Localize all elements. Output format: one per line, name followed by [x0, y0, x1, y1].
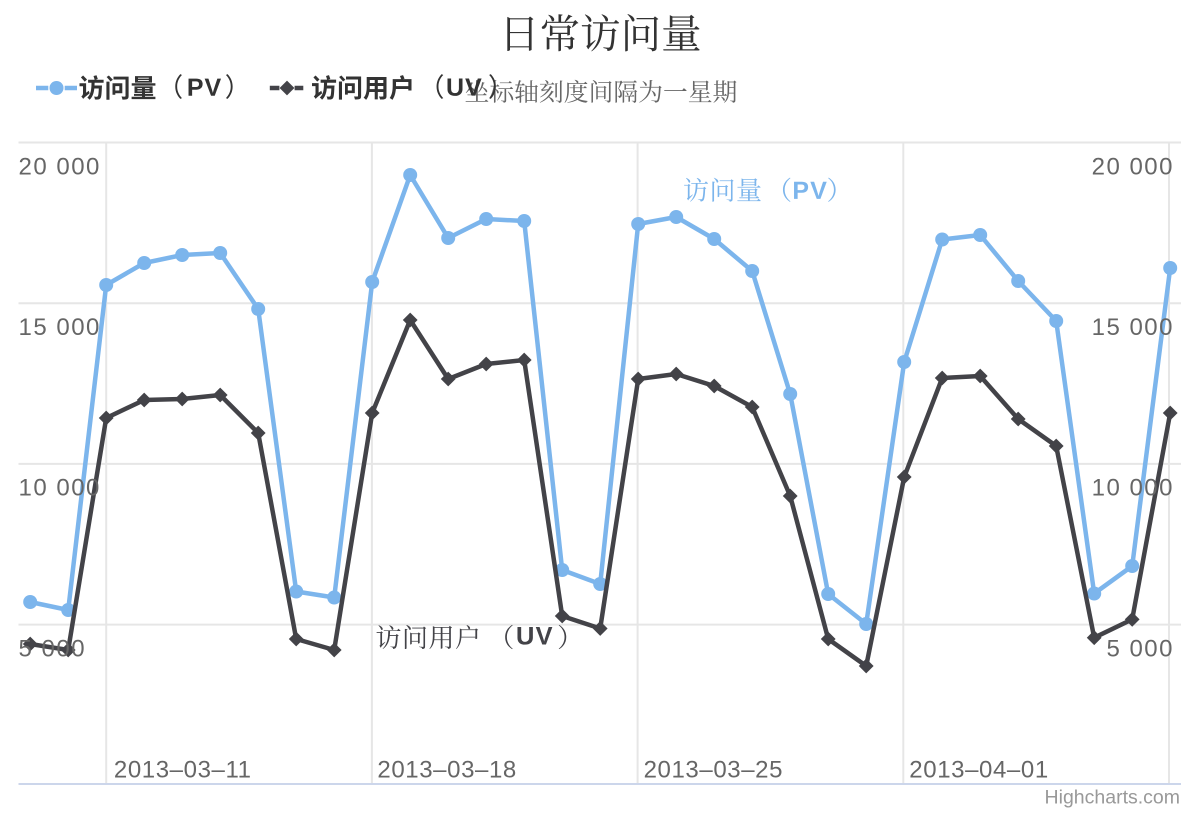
svg-text:2013–03–11: 2013–03–11 [114, 757, 252, 784]
svg-text:10 000: 10 000 [1092, 475, 1174, 502]
svg-text:20 000: 20 000 [1092, 153, 1174, 180]
svg-text:Highcharts.com: Highcharts.com [1045, 787, 1180, 809]
svg-text:2013–04–01: 2013–04–01 [909, 757, 1048, 784]
svg-text:5 000: 5 000 [1106, 635, 1174, 662]
svg-text:2013–03–18: 2013–03–18 [377, 757, 516, 784]
svg-text:20 000: 20 000 [19, 153, 101, 180]
svg-text:15 000: 15 000 [1092, 314, 1174, 341]
svg-text:5 000: 5 000 [19, 635, 87, 662]
svg-text:15 000: 15 000 [19, 314, 101, 341]
svg-text:10 000: 10 000 [19, 475, 101, 502]
svg-text:2013–03–25: 2013–03–25 [644, 757, 783, 784]
